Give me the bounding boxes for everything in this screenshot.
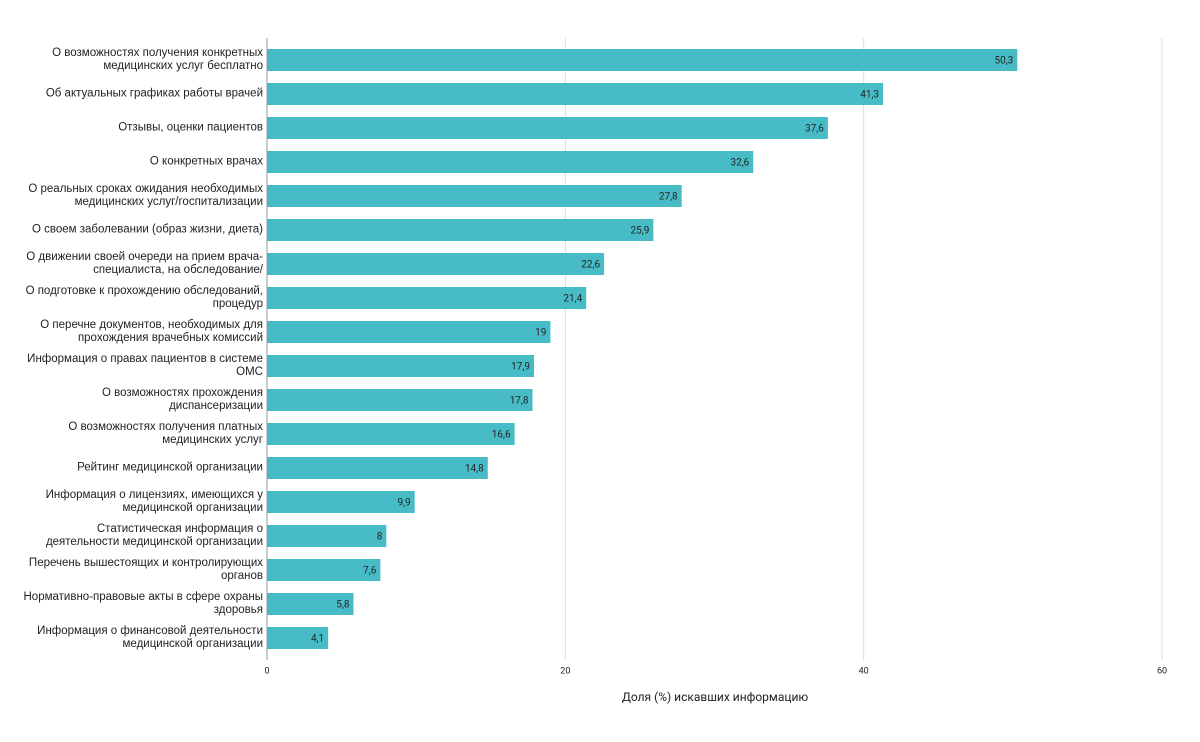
x-tick-label: 60 — [1157, 666, 1167, 676]
bar — [267, 559, 381, 581]
bar — [267, 321, 551, 343]
value-label: 50,3 — [994, 56, 1013, 67]
y-tick-label: Об актуальных графиках работы врачей — [45, 87, 263, 100]
y-tick-label: О конкретных врачах — [149, 155, 263, 168]
bar — [267, 627, 329, 649]
y-tick-label: О возможностях прохождения диспансеризац… — [101, 387, 263, 412]
value-label: 7,6 — [363, 566, 377, 577]
value-label: 37,6 — [805, 124, 824, 135]
bar — [267, 491, 415, 513]
y-tick-label: Информация о лицензиях, имеющихся у меди… — [45, 489, 263, 514]
bar — [267, 457, 488, 479]
y-tick-label: Перечень вышестоящих и контролирующих ор… — [28, 557, 263, 582]
y-tick-label: О подготовке к прохождению обследований,… — [25, 285, 263, 310]
y-tick-label: Рейтинг медицинской организации — [77, 461, 263, 474]
y-tick-label: О возможностях получения платных медицин… — [68, 421, 263, 446]
bar — [267, 117, 828, 139]
bar — [267, 185, 682, 207]
bar — [267, 423, 515, 445]
y-tick-label: Информация о правах пациентов в системе … — [27, 353, 263, 378]
x-tick-label: 20 — [560, 666, 570, 676]
x-tick-label: 40 — [859, 666, 869, 676]
bar — [267, 83, 884, 105]
bar — [267, 525, 387, 547]
bar — [267, 355, 535, 377]
y-tick-label: О движении своей очереди на прием врача-… — [26, 251, 263, 276]
bar — [267, 287, 587, 309]
y-tick-label: О реальных сроках ожидания необходимых м… — [28, 183, 263, 208]
value-label: 5,8 — [336, 600, 350, 611]
value-label: 4,1 — [311, 634, 324, 645]
y-tick-label: Отзывы, оценки пациентов — [118, 121, 263, 134]
y-tick-label: О возможностях получения конкретных меди… — [52, 47, 263, 72]
value-label: 17,9 — [511, 362, 530, 373]
bar — [267, 219, 654, 241]
value-label: 32,6 — [730, 158, 749, 169]
value-label: 19 — [535, 328, 546, 339]
value-label: 22,6 — [581, 260, 600, 271]
bar — [267, 49, 1018, 71]
y-tick-label: Статистическая информация о деятельности… — [45, 523, 263, 548]
bar — [267, 253, 605, 275]
value-label: 21,4 — [563, 294, 582, 305]
x-axis-title: Доля (%) искавших информацию — [622, 690, 809, 704]
value-label: 27,8 — [659, 192, 678, 203]
y-tick-label: Информация о финансовой деятельности мед… — [37, 625, 263, 650]
value-label: 17,8 — [510, 396, 529, 407]
bar — [267, 151, 754, 173]
value-label: 41,3 — [860, 90, 879, 101]
value-label: 14,8 — [465, 464, 484, 475]
value-label: 25,9 — [631, 226, 650, 237]
y-tick-label: Нормативно-правовые акты в сфере охраны … — [23, 591, 264, 616]
value-label: 9,9 — [397, 498, 410, 509]
y-tick-label: О своем заболевании (образ жизни, диета) — [31, 223, 263, 236]
value-label: 16,6 — [492, 430, 511, 441]
x-tick-label: 0 — [264, 666, 269, 676]
y-tick-label: О перечне документов, необходимых для пр… — [40, 319, 263, 344]
value-label: 8 — [377, 532, 383, 543]
bar — [267, 593, 354, 615]
bar — [267, 389, 533, 411]
